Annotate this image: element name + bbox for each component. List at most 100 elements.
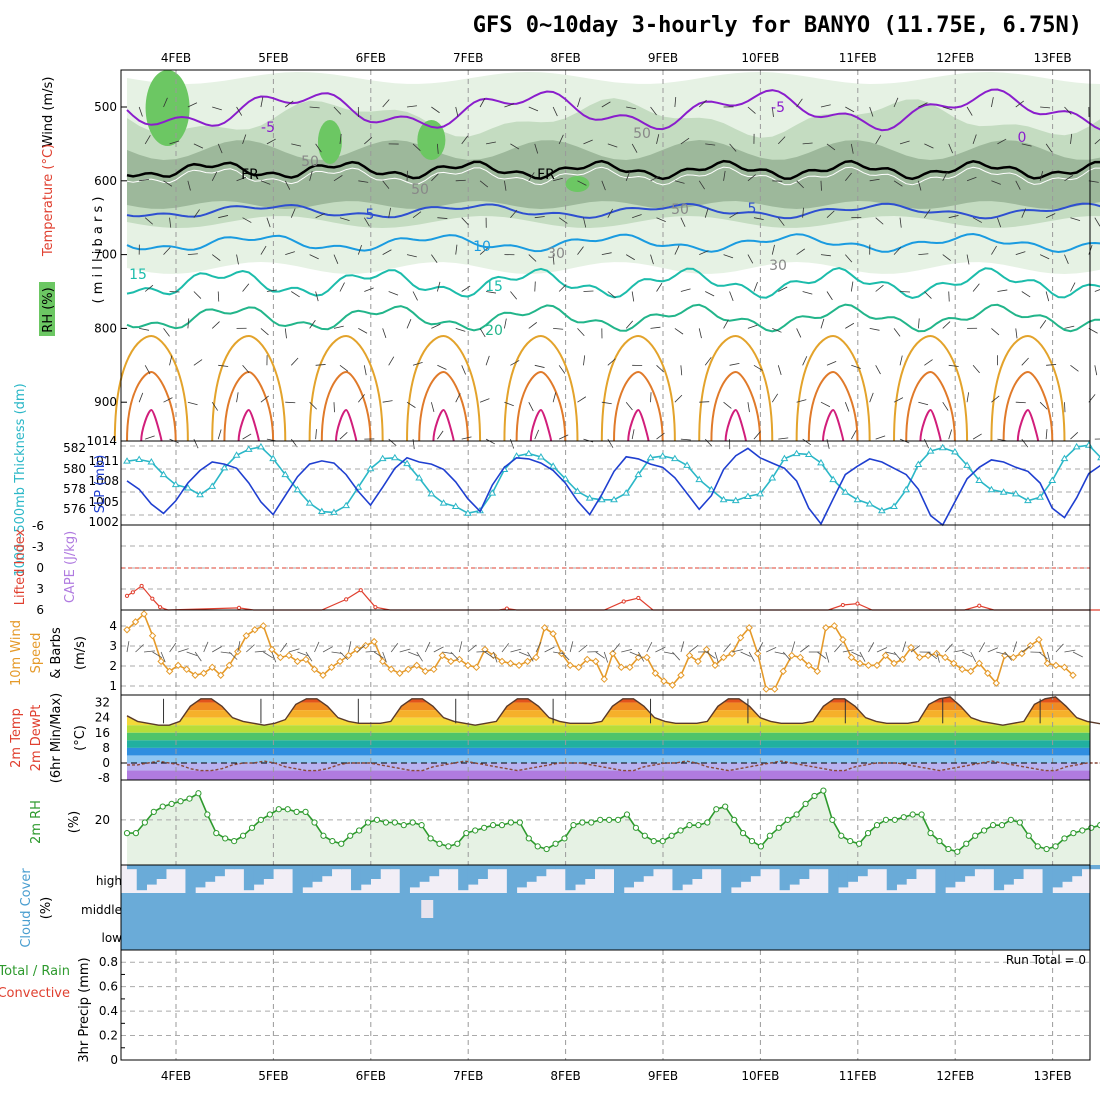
rh2m-marker	[150, 808, 157, 815]
wind-barb	[187, 180, 191, 191]
wind-speed-marker	[191, 671, 199, 679]
pressure-tick-label: 1014	[86, 434, 117, 448]
temp-tick: 32	[95, 696, 110, 710]
cloud-high-bar	[575, 865, 586, 885]
wind-speed-marker	[259, 622, 268, 630]
wind-barb	[753, 282, 758, 292]
wind-speed-marker	[1035, 635, 1043, 644]
rh2m-marker	[838, 832, 845, 839]
slp-marker	[196, 490, 204, 498]
cloud-level-label: middle	[81, 903, 122, 917]
wind-barb	[242, 365, 250, 374]
wind-barb	[315, 291, 319, 302]
wind-barb	[631, 429, 635, 440]
panel-frame	[120, 949, 1091, 1061]
cloud-high-bar	[1091, 865, 1100, 870]
rh2m-marker	[177, 798, 184, 805]
cloud-high-bar	[867, 865, 878, 870]
wind-barb	[583, 217, 587, 228]
rh-shade-green	[317, 120, 342, 164]
wind-barb	[382, 651, 387, 663]
wind-barb	[187, 401, 198, 406]
wind-barb	[390, 642, 399, 653]
wind-speed-marker	[319, 671, 327, 679]
slp-tick: 1002	[88, 515, 119, 529]
temp-band	[127, 732, 1090, 741]
wind-speed-marker	[523, 657, 532, 666]
wind-barb	[217, 429, 222, 440]
wind-barb	[771, 393, 779, 403]
wind-barb	[236, 392, 239, 403]
wind-barb	[869, 178, 880, 182]
wind-barb	[918, 401, 929, 406]
wind-speed-marker	[1052, 661, 1060, 670]
date-label-top: 12FEB	[936, 51, 974, 65]
wind-barb	[771, 244, 775, 255]
wind-barb	[577, 180, 587, 186]
rh2m-marker	[579, 819, 586, 826]
wind-barb	[544, 646, 555, 653]
date-label-bottom: 12FEB	[936, 1069, 974, 1083]
wind-barb	[212, 106, 222, 111]
wind-barb	[552, 254, 555, 265]
ylabel-minmax: (6hr Min/Max)	[49, 693, 64, 783]
wind-barb	[187, 318, 190, 329]
cloud-high-bar	[682, 865, 693, 885]
wind-barb	[612, 643, 621, 653]
rh2m-marker	[186, 795, 193, 802]
wind-speed-marker	[992, 679, 1001, 687]
rh2m-marker	[141, 819, 148, 826]
wind-barb	[1064, 254, 1069, 264]
wind-speed-marker	[796, 653, 804, 662]
wind-barb	[1064, 402, 1066, 413]
wind-speed-marker	[447, 657, 455, 666]
ylabel-cape: CAPE (J/kg)	[63, 531, 78, 603]
wind-barb	[280, 642, 288, 653]
temp-line	[126, 696, 1100, 726]
wind-barb	[144, 135, 151, 145]
contour-30	[710, 370, 762, 442]
rh2m-marker	[472, 827, 479, 834]
wind-barb	[339, 217, 350, 222]
wind-barb	[578, 644, 588, 653]
wind-barb	[285, 401, 296, 404]
wind-speed-marker	[396, 669, 404, 677]
date-label-bottom: 9FEB	[648, 1069, 678, 1083]
cloud-high-bar	[409, 865, 420, 888]
wind-speed-marker	[660, 677, 668, 685]
cloud-high-bar	[419, 865, 430, 882]
rh2m-marker	[1007, 816, 1015, 823]
cloud-high-bar	[1071, 865, 1083, 877]
rh2m-marker	[793, 811, 800, 818]
rh2m-marker	[293, 808, 300, 815]
wind-barb	[467, 644, 477, 653]
slp-tick: 1008	[88, 474, 119, 488]
contour-35	[335, 408, 358, 442]
wind-speed-marker	[967, 667, 975, 675]
rh2m-marker	[356, 827, 363, 834]
wind-barb	[972, 217, 983, 223]
slp-marker	[829, 475, 838, 483]
slp-marker	[403, 459, 411, 467]
wind-barb	[944, 643, 953, 653]
rh-shade-green	[417, 120, 446, 160]
slp-marker	[378, 454, 387, 462]
wind-barb	[1045, 429, 1048, 440]
wind-speed-marker	[174, 661, 182, 670]
run-total-label: Run Total = 0	[1006, 953, 1086, 967]
slp-tick: 1011	[88, 454, 119, 468]
rh2m-marker	[231, 837, 238, 845]
wind-barb	[315, 213, 325, 219]
wind-speed-marker	[702, 645, 711, 654]
date-label-bottom: 11FEB	[839, 1069, 877, 1083]
slp-marker	[451, 502, 460, 510]
slp-marker	[244, 445, 253, 452]
cloud-high-bar	[341, 865, 352, 870]
wind-barb	[534, 364, 545, 368]
rh2m-marker	[257, 816, 265, 823]
cloud-high-bar	[506, 865, 518, 893]
wind-speed-marker	[472, 663, 481, 672]
rh2m-marker	[1034, 843, 1041, 850]
contour-35	[237, 408, 260, 442]
rh2m-marker	[534, 843, 541, 850]
